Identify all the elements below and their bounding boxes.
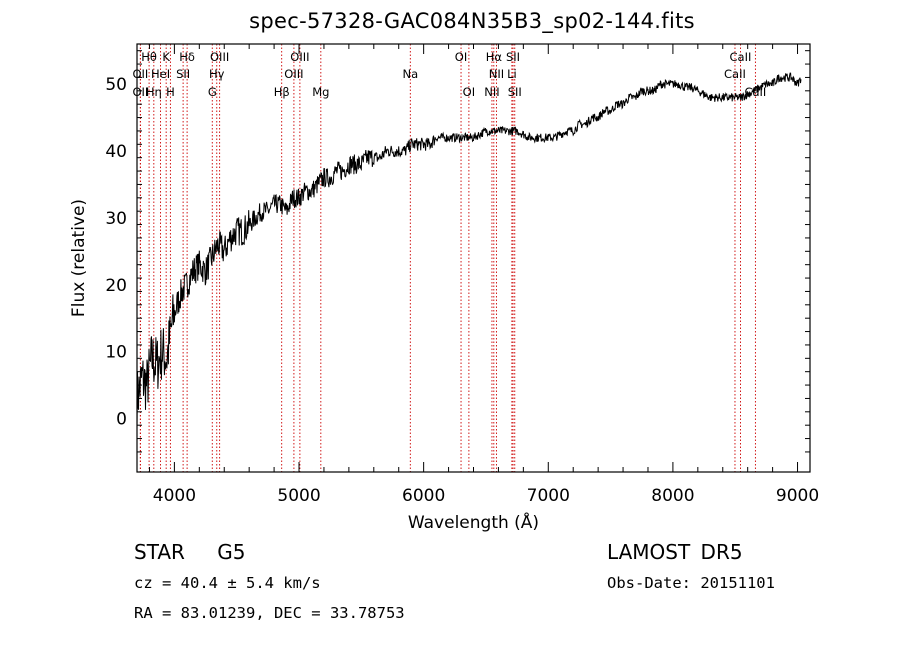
line-label: OIII [210,50,229,64]
line-label: OI [455,50,467,64]
line-label: OII [132,67,148,81]
line-label: NII [489,67,504,81]
x-tick-label: 4000 [153,486,196,506]
line-label: CaII [724,67,746,81]
axis-ticks: 4000 5000 6000 7000 8000 9000 0 10 20 30 40 50 [105,44,819,506]
y-tick-label: 30 [105,209,127,229]
line-label: Hδ [179,50,195,64]
x-tick-label: 6000 [402,486,445,506]
line-label: Hθ [141,50,157,64]
line-label: OII [132,85,148,99]
line-label: Hα [486,50,503,64]
x-tick-label: 5000 [277,486,320,506]
line-label: OI [463,85,475,99]
line-label: CaII [744,85,766,99]
x-tick-label: 9000 [776,486,819,506]
chart-title: spec-57328-GAC084N35B3_sp02-144.fits [249,9,695,33]
line-label: G [208,85,217,99]
line-label: Mg [312,85,329,99]
redshift-value: cz = 40.4 ± 5.4 km/s [134,574,321,592]
y-tick-label: 0 [116,410,127,430]
line-label: Li [507,67,517,81]
line-label: SII [508,85,522,99]
x-tick-label: 7000 [527,486,570,506]
y-tick-label: 40 [105,142,127,162]
spectral-line-markers [139,44,756,472]
line-label: K [162,50,170,64]
coordinates: RA = 83.01239, DEC = 33.78753 [134,604,405,622]
plot-frame [136,43,811,473]
y-tick-label: 20 [105,276,127,296]
obs-date: Obs-Date: 20151101 [607,574,775,592]
line-label: H [166,85,175,99]
line-label: Hγ [209,67,225,81]
spectrum-line [136,72,802,429]
y-tick-label: 10 [105,343,127,363]
spectrum-series [136,72,802,429]
y-axis-label: Flux (relative) [69,199,89,317]
x-tick-label: 8000 [651,486,694,506]
line-label: CaII [730,50,752,64]
line-label: SII [176,67,190,81]
y-tick-label: 50 [105,75,127,95]
line-label: Hβ [274,85,290,99]
survey-name: LAMOST DR5 [607,540,743,564]
line-label: HeI [151,67,170,81]
object-class: STAR G5 [134,540,246,564]
line-label: SII [506,50,520,64]
line-label: Hη [146,85,162,99]
line-label: NII [484,85,499,99]
x-axis-label: Wavelength (Å) [408,511,539,533]
line-label: OIII [284,67,303,81]
line-label: OIII [290,50,309,64]
line-label: Na [402,67,418,81]
